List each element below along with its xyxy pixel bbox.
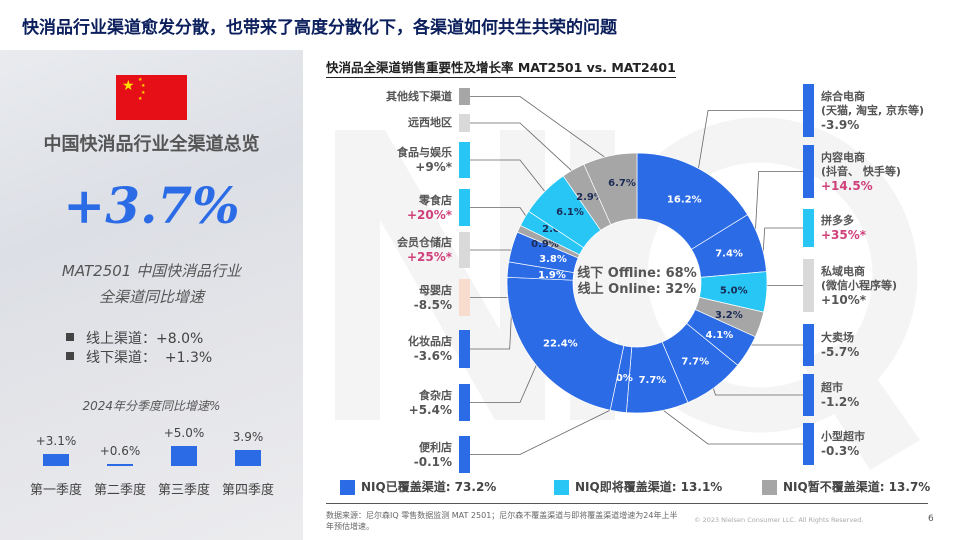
slice-label: 16.2% [667, 194, 702, 205]
channel-color-bar [803, 324, 814, 366]
slice-label: 2.9% [576, 192, 604, 203]
channel-label: 便利店 -0.1% [413, 440, 452, 469]
leader-line [656, 405, 803, 445]
channel-color-bar [803, 423, 814, 465]
channel-label: 母婴店 -8.5% [413, 283, 452, 312]
quarter-value: +3.1% [35, 433, 77, 448]
quarter-value: 3.9% [232, 430, 264, 445]
channel-color-bar [459, 88, 470, 105]
slice-label: 7.7% [639, 375, 667, 386]
channel-label: 零食店 +20%* [406, 193, 452, 222]
slice-label: 6.1% [556, 207, 584, 218]
quarter-value: +5.0% [163, 426, 205, 440]
offline-share: 线下 Offline: 68% [577, 266, 697, 281]
channel-color-bar [459, 279, 470, 316]
channel-color-bar [459, 436, 470, 473]
channel-label: 超市 -1.2% [821, 381, 860, 409]
quarter-bar [171, 446, 197, 466]
quarter-label: 第二季度 [93, 483, 146, 498]
quarter-label: 第三季度 [157, 483, 210, 498]
slice-label: 5.0% [720, 286, 748, 297]
leader-line [470, 96, 612, 163]
channel-color-bar [459, 384, 470, 421]
channel-color-bar [459, 114, 470, 132]
quarter-label: 第一季度 [29, 483, 82, 498]
channel-color-bar [803, 84, 814, 137]
channel-label: 食品与娱乐 +9%* [397, 146, 452, 174]
channel-label: 内容电商 (抖音、 快手等) +14.5% [821, 150, 901, 193]
channel-color-bar [459, 232, 470, 268]
slice-label: 22.4% [543, 338, 578, 349]
channel-color-bar [459, 330, 470, 368]
legend-covered: NIQ已覆盖渠道: 73.2% [340, 480, 496, 495]
online-share: 线上 Online: 32% [577, 282, 697, 297]
leader-line [742, 344, 803, 349]
leader-line [470, 207, 530, 222]
panel-heading: 中国快消品行业全渠道总览 [43, 134, 260, 155]
overall-growth: +3.7% [63, 176, 240, 235]
donut-center: 线下 Offline: 68% 线上 Online: 32% [567, 266, 707, 298]
channel-label: 食杂店 +5.4% [408, 388, 452, 417]
source-note: 数据来源：尼尔森IQ 零售数据监测 MAT 2501；尼尔森不覆盖渠道与即将覆盖… [326, 511, 678, 531]
quarter-bar [43, 453, 69, 466]
footer-divider [326, 503, 928, 504]
slice-label: 1.9% [538, 270, 566, 281]
chart-title: 快消品全渠道销售重要性及增长率 MAT2501 vs. MAT2401 [326, 60, 676, 78]
channel-color-bar [803, 259, 814, 312]
slice-label: 7.7% [681, 357, 709, 368]
channel-label: 小型超市 -0.3% [821, 430, 865, 458]
quarter-value: +0.6% [99, 443, 141, 458]
channel-label: 远西地区 [408, 116, 452, 129]
leader-line [754, 171, 803, 244]
quarter-title: 2024年分季度同比增速% [82, 399, 221, 413]
channel-color-bar [459, 189, 470, 226]
offline-bullet: 线下渠道： +1.3% [66, 350, 212, 366]
donut-slice [506, 276, 625, 411]
channel-label: 化妆品店 -3.6% [408, 335, 452, 363]
channel-color-bar [803, 374, 814, 416]
channel-label: 其他线下渠道 [386, 89, 452, 103]
copyright: © 2023 Nielsen Consumer LLC. All Rights … [694, 516, 864, 524]
growth-caption: MAT2501 中国快消品行业 [61, 262, 242, 280]
page-number: 6 [928, 514, 934, 524]
quarter-bar [107, 463, 133, 466]
slice-label: 3.8% [539, 254, 567, 265]
china-flag-icon: ★ ★ ★ ★ ★ [116, 75, 187, 120]
channel-label: 大卖场 -5.7% [821, 331, 860, 359]
slice-label: 0.9% [531, 239, 559, 250]
channel-label: 会员仓储店 +25%* [397, 236, 452, 264]
growth-caption: 全渠道同比增速 [98, 288, 204, 306]
page-title: 快消品行业渠道愈发分散，也带来了高度分散化下，各渠道如何共生共荣的问题 [22, 18, 617, 38]
channel-label: 私域电商 (微信小程序等) +10%* [821, 264, 898, 307]
leader-line [470, 159, 549, 197]
quarter-label: 第四季度 [221, 483, 274, 498]
leader-line [470, 122, 577, 176]
slice-label: 4.1% [706, 330, 734, 341]
channel-color-bar [459, 142, 470, 178]
slice-label: 7.4% [715, 248, 743, 259]
channel-color-bar [803, 209, 814, 247]
quarter-bar [235, 450, 261, 466]
channel-color-bar [803, 145, 814, 198]
leader-line [697, 110, 803, 175]
donut-slice [583, 152, 638, 226]
slice-label: 3.2% [715, 310, 743, 321]
leader-line [711, 382, 803, 396]
channel-label: 综合电商 (天猫, 淘宝, 京东等) -3.9% [821, 89, 925, 132]
online-bullet: 线上渠道：+8.0% [66, 331, 203, 347]
legend-not-covered: NIQ暂不覆盖渠道: 13.7% [762, 480, 930, 495]
leader-line [470, 358, 540, 403]
leader-line [470, 405, 620, 455]
slice-label: 6.7% [608, 178, 636, 189]
channel-label: 拼多多 +35%* [821, 214, 867, 242]
legend-upcoming: NIQ即将覆盖渠道: 13.1% [554, 480, 722, 495]
slice-label: 2.0% [605, 373, 633, 384]
